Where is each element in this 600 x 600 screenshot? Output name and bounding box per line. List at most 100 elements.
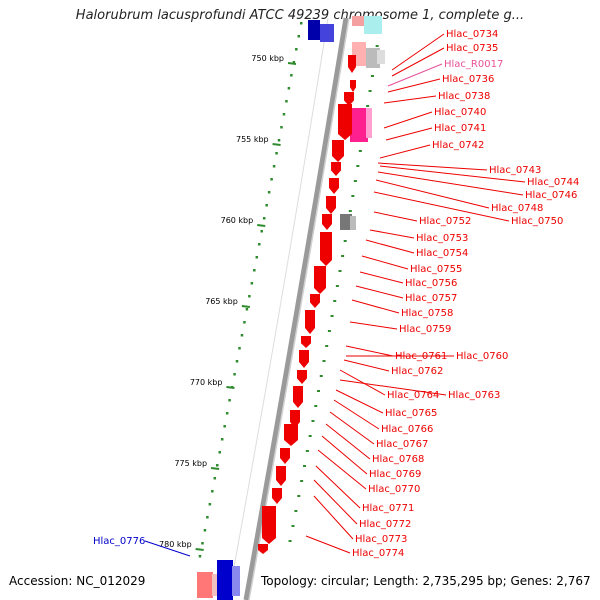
gene-label[interactable]: Hlac_0756 (405, 278, 457, 289)
track-dot (223, 425, 226, 428)
gene-label[interactable]: Hlac_0765 (385, 408, 437, 419)
gene-dot (297, 495, 301, 497)
gene-arrow[interactable] (310, 294, 320, 308)
track-dot (277, 139, 281, 142)
gene-label[interactable]: Hlac_0759 (399, 324, 451, 335)
gene-arrow[interactable] (280, 448, 290, 464)
gene-label[interactable]: Hlac_0752 (419, 216, 471, 227)
label-leader (377, 171, 524, 196)
label-leader (387, 78, 441, 93)
gene-arrow[interactable] (348, 55, 356, 73)
gene-label[interactable]: Hlac_0736 (442, 74, 494, 85)
gene-label[interactable]: Hlac_0768 (372, 454, 424, 465)
gene-arrow[interactable] (258, 544, 268, 554)
gene-label[interactable]: Hlac_0760 (456, 351, 508, 362)
gene-label[interactable]: Hlac_0740 (434, 107, 486, 118)
label-leader (377, 162, 488, 171)
gene-label[interactable]: Hlac_0758 (401, 308, 453, 319)
gene-label[interactable]: Hlac_0767 (376, 439, 428, 450)
gene-label[interactable]: Hlac_0773 (355, 534, 407, 545)
gene-dot (305, 450, 309, 452)
track-dot (243, 321, 246, 324)
gene-arrow[interactable] (299, 350, 309, 368)
gene-label[interactable]: Hlac_0762 (391, 366, 443, 377)
gene-label[interactable]: Hlac_0753 (416, 233, 468, 244)
track-dot (282, 113, 286, 116)
gene-label[interactable]: Hlac_0746 (525, 190, 577, 201)
gene-dot (294, 510, 298, 512)
track-dot (233, 373, 236, 376)
gene-label[interactable]: Hlac_0750 (511, 216, 563, 227)
gene-arrow[interactable] (276, 466, 286, 486)
gene-label[interactable]: Hlac_0772 (359, 519, 411, 530)
gene-arrow[interactable] (322, 214, 332, 230)
gene-dot (341, 255, 345, 257)
gene-label[interactable]: Hlac_0763 (448, 390, 500, 401)
gene-dot (303, 465, 307, 467)
gene-arrow[interactable] (320, 232, 332, 266)
gene-label[interactable]: Hlac_0741 (434, 123, 486, 134)
gene-arrow[interactable] (326, 196, 336, 214)
track-dot (238, 347, 241, 350)
gene-label[interactable]: Hlac_0738 (438, 91, 490, 102)
gene-label[interactable]: Hlac_0771 (362, 503, 414, 514)
gene-label[interactable]: Hlac_0761 (395, 351, 447, 362)
label-leader (333, 399, 380, 430)
gene-arrow[interactable] (329, 178, 339, 194)
label-leader (387, 63, 443, 87)
gene-label[interactable]: Hlac_0735 (446, 43, 498, 54)
gene-dot (333, 300, 337, 302)
label-leader (317, 449, 367, 490)
gene-label[interactable]: Hlac_0764 (387, 390, 439, 401)
gene-dot (330, 315, 334, 317)
gene-label[interactable]: Hlac_R0017 (444, 59, 503, 70)
gene-arrow[interactable] (262, 506, 276, 544)
gene-label[interactable]: Hlac_0754 (416, 248, 468, 259)
track-dot (267, 191, 271, 194)
track-dot (297, 35, 301, 38)
track-dot (255, 256, 259, 259)
track-dot (287, 87, 291, 90)
gene-arrow[interactable] (314, 266, 326, 294)
label-leader (383, 111, 433, 129)
label-leader (375, 179, 490, 209)
gene-label[interactable]: Hlac_0748 (491, 203, 543, 214)
gene-dot (353, 180, 357, 182)
gene-arrow[interactable] (293, 386, 303, 408)
gene-arrow[interactable] (350, 80, 356, 92)
gene-dot (322, 360, 326, 362)
gene-arrow[interactable] (331, 162, 341, 176)
track-dot (235, 360, 239, 363)
gene-arrow[interactable] (272, 488, 282, 504)
gene-label[interactable]: Hlac_0776 (93, 536, 145, 547)
gene-label[interactable]: Hlac_0766 (381, 424, 433, 435)
gene-label[interactable]: Hlac_0755 (410, 264, 462, 275)
gene-label[interactable]: Hlac_0757 (405, 293, 457, 304)
gene-arrow[interactable] (290, 410, 300, 428)
gene-arrow[interactable] (301, 336, 311, 348)
gene-arrow[interactable] (338, 104, 352, 140)
gene-label[interactable]: Hlac_0774 (352, 548, 404, 559)
gene-arrow[interactable] (284, 424, 298, 446)
track-dot (280, 126, 283, 129)
label-leader (315, 465, 361, 509)
gene-label[interactable]: Hlac_0734 (446, 29, 498, 40)
gene-label[interactable]: Hlac_0770 (368, 484, 420, 495)
feature-block (377, 50, 385, 64)
gene-arrow[interactable] (305, 310, 315, 334)
gene-label[interactable]: Hlac_0744 (527, 177, 579, 188)
gene-arrow[interactable] (297, 370, 307, 384)
gene-arrow[interactable] (344, 92, 354, 106)
gene-dot (317, 390, 321, 392)
accession-text: Accession: NC_012029 (9, 574, 146, 588)
track-dot (240, 334, 244, 337)
gene-label[interactable]: Hlac_0742 (432, 140, 484, 151)
scale-tick (195, 548, 204, 551)
gene-dot (335, 285, 339, 287)
gene-arrow[interactable] (332, 140, 344, 162)
feature-block (366, 48, 380, 68)
gene-label[interactable]: Hlac_0743 (489, 165, 541, 176)
gene-label[interactable]: Hlac_0769 (369, 469, 421, 480)
label-leader (325, 423, 371, 460)
